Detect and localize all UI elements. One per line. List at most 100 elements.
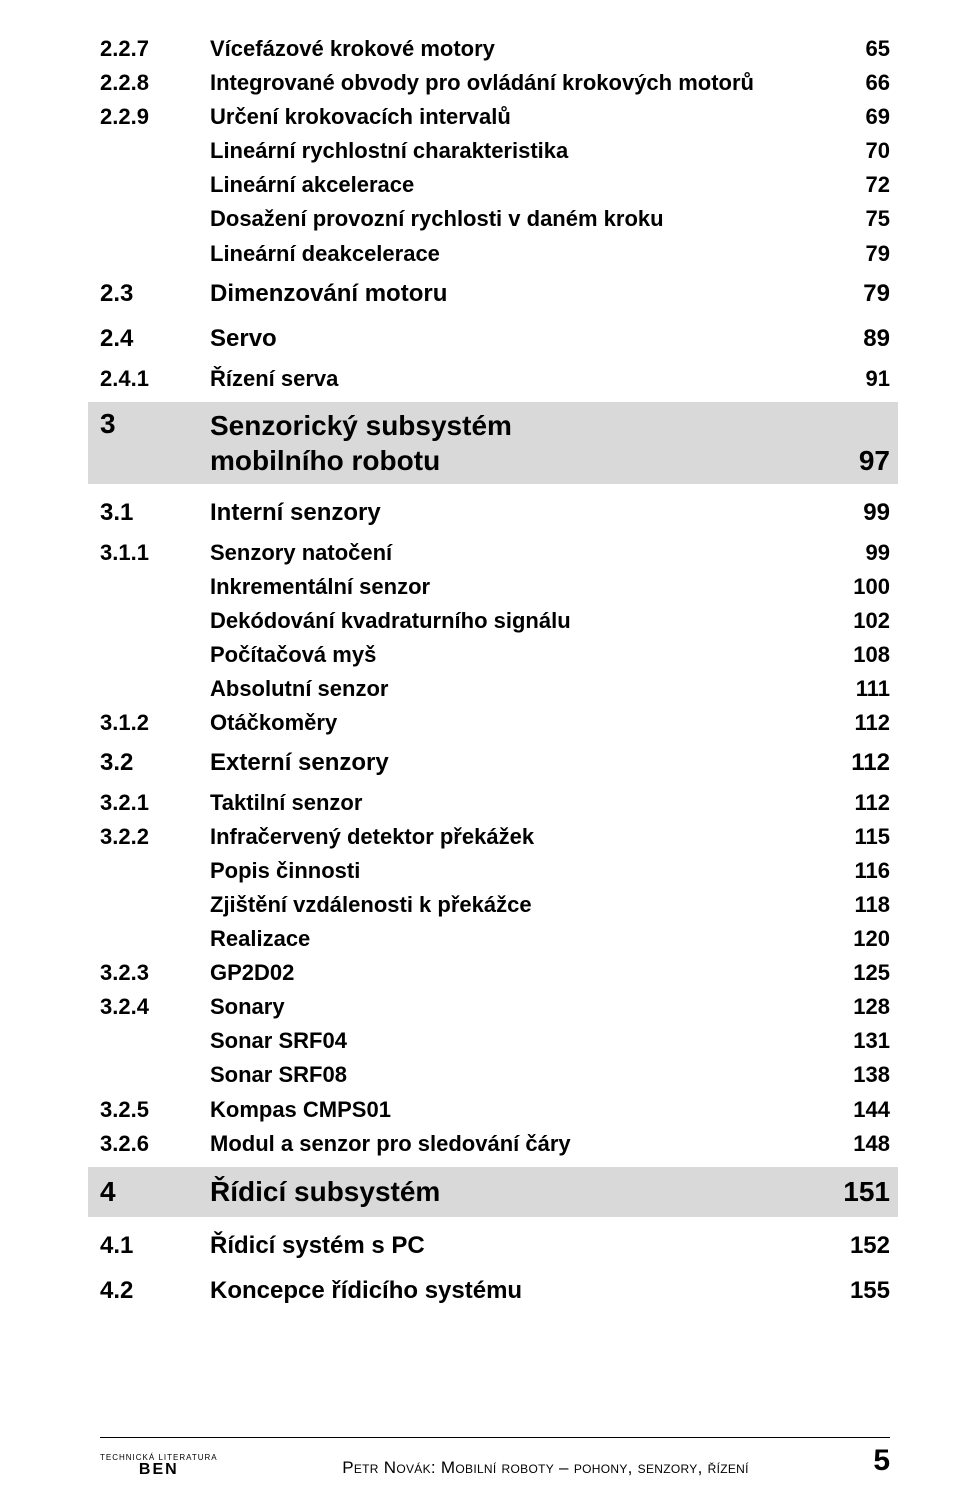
toc-num: 4.1 xyxy=(100,1223,210,1269)
toc-entry: 4.2Koncepce řídicího systému 155 xyxy=(100,1268,890,1314)
toc-page: 72 xyxy=(860,168,890,202)
toc-label: Senzorický subsystém xyxy=(210,408,890,443)
toc-label: Dimenzování motoru xyxy=(210,271,447,317)
toc-num: 3.1.1 xyxy=(100,536,210,570)
toc-entry: Realizace 120 xyxy=(100,922,890,956)
toc-entry: 3.2.5Kompas CMPS01144 xyxy=(100,1093,890,1127)
toc-label: Taktilní senzor xyxy=(210,786,362,820)
toc-label: Lineární akcelerace xyxy=(210,168,414,202)
toc-page: 65 xyxy=(860,32,890,66)
toc-entry: 2.3Dimenzování motoru79 xyxy=(100,271,890,317)
toc-entry: Inkrementální senzor100 xyxy=(100,570,890,604)
toc-entry: 2.2.7Vícefázové krokové motory 65 xyxy=(100,32,890,66)
logo-text-main: BEN xyxy=(100,1462,218,1478)
toc-page: 102 xyxy=(847,604,890,638)
footer-rule xyxy=(100,1437,890,1438)
toc-page: 70 xyxy=(860,134,890,168)
toc-chapter: 3Senzorický subsystémmobilního robotu97 xyxy=(88,402,898,484)
toc-label: GP2D02 xyxy=(210,956,294,990)
toc-label: Lineární rychlostní charakteristika xyxy=(210,134,568,168)
toc-page: 125 xyxy=(847,956,890,990)
toc-page: 138 xyxy=(847,1058,890,1092)
toc-label: Vícefázové krokové motory xyxy=(210,32,495,66)
toc-entry: Popis činnosti116 xyxy=(100,854,890,888)
toc-page: 66 xyxy=(860,66,890,100)
toc-page: 108 xyxy=(847,638,890,672)
toc-label: Realizace xyxy=(210,922,310,956)
toc-page: 100 xyxy=(847,570,890,604)
toc-label: Externí senzory xyxy=(210,740,389,786)
toc-entry: 3.2.6Modul a senzor pro sledování čáry 14… xyxy=(100,1127,890,1161)
toc-entry: 2.4.1Řízení serva91 xyxy=(100,362,890,396)
toc-num: 2.2.8 xyxy=(100,66,210,100)
toc-entry: 3.2.4Sonary 128 xyxy=(100,990,890,1024)
toc-num: 3.2.6 xyxy=(100,1127,210,1161)
toc-num: 4 xyxy=(100,1173,210,1211)
toc-page: 97 xyxy=(853,443,890,478)
toc-num: 3.2.4 xyxy=(100,990,210,1024)
toc-num: 3.2 xyxy=(100,740,210,786)
toc-label: Sonar SRF04 xyxy=(210,1024,347,1058)
toc-page: 148 xyxy=(847,1127,890,1161)
toc-page: 89 xyxy=(857,316,890,362)
toc-label: Dekódování kvadraturního signálu xyxy=(210,604,571,638)
toc-page: 151 xyxy=(837,1173,890,1211)
toc-label: Infračervený detektor překážek xyxy=(210,820,534,854)
toc-num: 2.4 xyxy=(100,316,210,362)
toc-num: 4.2 xyxy=(100,1268,210,1314)
toc-page: 99 xyxy=(857,490,890,536)
toc-entry: Sonar SRF04 131 xyxy=(100,1024,890,1058)
toc-label: Řídicí systém s PC xyxy=(210,1223,425,1269)
toc-page: 155 xyxy=(844,1268,890,1314)
toc-page: 112 xyxy=(849,706,891,740)
toc-page: 91 xyxy=(860,362,890,396)
toc-page: 128 xyxy=(847,990,890,1024)
toc-chapter: 4Řídicí subsystém 151 xyxy=(88,1167,898,1217)
toc-entry: 3.1Interní senzory99 xyxy=(100,490,890,536)
toc-entry: 3.2Externí senzory 112 xyxy=(100,740,890,786)
toc-num: 3.2.3 xyxy=(100,956,210,990)
toc-page: 79 xyxy=(857,271,890,317)
toc-entry: Lineární akcelerace 72 xyxy=(100,168,890,202)
toc-page: 120 xyxy=(847,922,890,956)
toc-page: 131 xyxy=(847,1024,890,1058)
toc-entry: 3.2.2Infračervený detektor překážek115 xyxy=(100,820,890,854)
toc-page: 152 xyxy=(844,1223,890,1269)
toc-num: 2.2.7 xyxy=(100,32,210,66)
toc-label: Koncepce řídicího systému xyxy=(210,1268,522,1314)
toc-num: 2.2.9 xyxy=(100,100,210,134)
toc-page: 79 xyxy=(860,237,890,271)
toc-num: 3.2.5 xyxy=(100,1093,210,1127)
toc-label: Servo xyxy=(210,316,277,362)
toc-label: Sonar SRF08 xyxy=(210,1058,347,1092)
toc-page: 118 xyxy=(849,888,891,922)
toc-page: 75 xyxy=(860,202,890,236)
toc-page: 111 xyxy=(850,672,890,706)
toc-page: 112 xyxy=(849,786,891,820)
toc-label: Sonary xyxy=(210,990,285,1024)
toc-num: 3.1.2 xyxy=(100,706,210,740)
toc-label: Řídicí subsystém xyxy=(210,1173,440,1211)
toc-label: Integrované obvody pro ovládání krokovýc… xyxy=(210,66,754,100)
page-footer: TECHNICKÁ LITERATURA BEN Petr Novák: Mob… xyxy=(0,1437,960,1478)
toc-entry: 3.2.3GP2D02 125 xyxy=(100,956,890,990)
toc-label: Lineární deakcelerace xyxy=(210,237,440,271)
toc-num: 3 xyxy=(100,408,210,440)
toc-label: Modul a senzor pro sledování čáry xyxy=(210,1127,571,1161)
footer-title: Petr Novák: Mobilní roboty – pohony, sen… xyxy=(218,1458,874,1478)
toc-entry: 2.4Servo 89 xyxy=(100,316,890,362)
toc-label: Zjištění vzdálenosti k překážce xyxy=(210,888,532,922)
toc-label: Kompas CMPS01 xyxy=(210,1093,391,1127)
toc-label: Dosažení provozní rychlosti v daném krok… xyxy=(210,202,664,236)
footer-page-number: 5 xyxy=(873,1444,890,1478)
toc-num: 3.2.1 xyxy=(100,786,210,820)
toc-label: Otáčkoměry xyxy=(210,706,337,740)
toc-entry: Dekódování kvadraturního signálu 102 xyxy=(100,604,890,638)
toc-page: 115 xyxy=(849,820,891,854)
toc-page: 112 xyxy=(845,740,890,786)
toc-entry: 3.1.2Otáčkoměry 112 xyxy=(100,706,890,740)
toc-page: 69 xyxy=(860,100,890,134)
toc-label: Určení krokovacích intervalů xyxy=(210,100,511,134)
toc-entry: Dosažení provozní rychlosti v daném krok… xyxy=(100,202,890,236)
toc-label: Popis činnosti xyxy=(210,854,360,888)
